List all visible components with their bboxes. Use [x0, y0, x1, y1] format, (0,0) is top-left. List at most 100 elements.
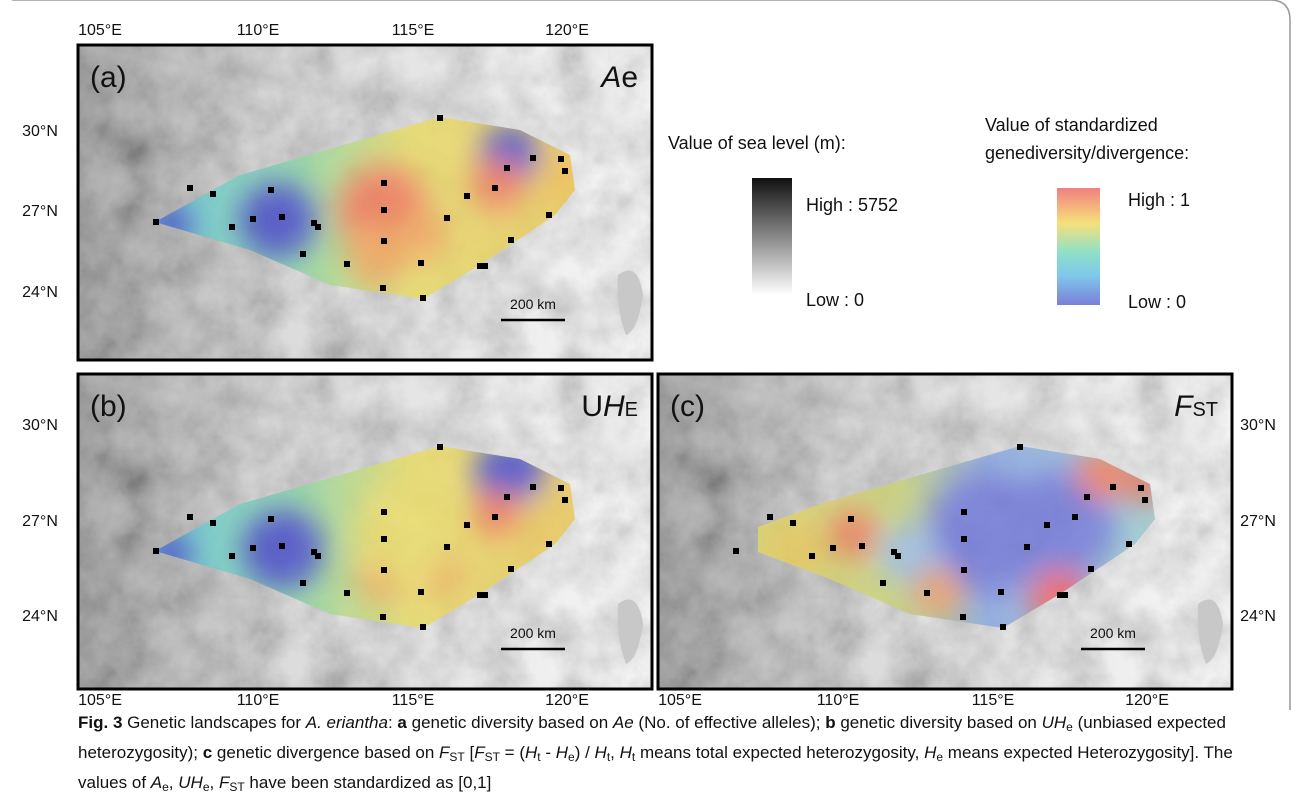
sample-site: [420, 624, 426, 630]
sample-site: [1044, 522, 1050, 528]
diversity-legend-title: Value of standardized: [985, 115, 1158, 135]
sample-site: [210, 191, 216, 197]
sample-site: [344, 590, 350, 596]
diversity-legend-title: genediversity/divergence:: [985, 143, 1189, 163]
caption-run: H: [595, 743, 607, 762]
latitude-label: 30°N: [1240, 417, 1276, 434]
sample-site: [961, 567, 967, 573]
caption-run: a: [397, 713, 406, 732]
map-content: 200 km: [78, 45, 652, 360]
sample-site: [562, 497, 568, 503]
sample-site: [830, 545, 836, 551]
figure-caption: Fig. 3 Genetic landscapes for A. erianth…: [78, 710, 1278, 800]
sample-site: [315, 553, 321, 559]
sample-site: [492, 514, 498, 520]
figure: 200 km (a) Ae 105°E 110°E 115°E 120°E 30°N 27°N 2…: [0, 0, 1295, 710]
caption-run: (No. of effective alleles);: [634, 713, 826, 732]
sample-site: [344, 261, 350, 267]
caption-run: H: [620, 743, 632, 762]
panel-label: (c): [670, 390, 705, 423]
caption-run: c: [203, 743, 212, 762]
sample-site: [961, 536, 967, 542]
sample-site: [562, 168, 568, 174]
panel-variable: Ae: [599, 61, 638, 94]
panel-label: (b): [90, 390, 127, 423]
surface-blob: [398, 210, 448, 260]
sample-site: [530, 155, 536, 161]
latitude-label: 27°N: [22, 513, 58, 530]
longitude-label: 115°E: [392, 692, 435, 709]
sample-site: [492, 185, 498, 191]
sample-site: [187, 185, 193, 191]
sample-site: [444, 544, 450, 550]
sample-site: [924, 590, 930, 596]
caption-run: -: [541, 743, 556, 762]
sample-site: [508, 566, 514, 572]
scale-bar-label: 200 km: [1090, 625, 1136, 641]
sample-site: [790, 520, 796, 526]
sample-site: [381, 536, 387, 542]
sample-site: [477, 592, 483, 598]
longitude-label: 105°E: [78, 22, 122, 39]
sample-site: [1110, 484, 1116, 490]
sample-site: [1142, 497, 1148, 503]
panel-variable-part: A: [599, 61, 621, 94]
sample-site: [300, 251, 306, 257]
caption-run: genetic diversity based on: [407, 713, 613, 732]
sample-site: [279, 214, 285, 220]
elevation-low: Low : 0: [806, 290, 864, 310]
caption-run: UH: [178, 773, 203, 792]
panel-variable-part: H: [603, 390, 625, 423]
caption-run: H: [525, 743, 537, 762]
caption-run: ,: [610, 743, 619, 762]
elevation-colorbar: [752, 178, 792, 295]
surface-blob: [914, 568, 962, 616]
panel-label: (a): [90, 61, 127, 94]
caption-run: :: [388, 713, 397, 732]
sample-site: [437, 115, 443, 121]
sample-site: [381, 238, 387, 244]
sample-site: [1126, 541, 1132, 547]
sample-site: [1057, 592, 1063, 598]
latitude-label: 24°N: [22, 608, 58, 625]
caption-run: ,: [210, 773, 219, 792]
diversity-high: High : 1: [1128, 190, 1190, 210]
sample-site: [153, 219, 159, 225]
sample-site: [418, 260, 424, 266]
panel-variable-part: U: [581, 390, 603, 423]
caption-run: A. eriantha: [306, 713, 388, 732]
caption-run: [: [465, 743, 474, 762]
longitude-label: 115°E: [972, 692, 1015, 709]
sample-site: [250, 545, 256, 551]
sample-site: [229, 553, 235, 559]
longitude-label: 110°E: [817, 692, 860, 709]
sample-site: [848, 516, 854, 522]
sample-site: [315, 224, 321, 230]
sample-site: [895, 553, 901, 559]
sample-site: [1017, 444, 1023, 450]
longitude-label: 120°E: [545, 692, 589, 709]
sample-site: [279, 543, 285, 549]
sample-site: [418, 589, 424, 595]
page: 200 km (a) Ae 105°E 110°E 115°E 120°E 30°N 27°N 2…: [0, 0, 1295, 805]
panel-variable-part: e: [621, 61, 638, 94]
sample-site: [268, 187, 274, 193]
diversity-colorbar: [1057, 188, 1100, 305]
sample-site: [960, 614, 966, 620]
sample-site: [558, 156, 564, 162]
latitude-label: 30°N: [22, 123, 58, 140]
sample-site: [733, 548, 739, 554]
longitude-label: 120°E: [1125, 692, 1169, 709]
sample-site: [1072, 514, 1078, 520]
map-content: 200 km: [658, 374, 1232, 689]
caption-run: e: [1066, 720, 1073, 734]
sample-site: [477, 263, 483, 269]
scale-bar-label: 200 km: [510, 296, 556, 312]
panel-variable-part: ST: [1192, 399, 1218, 421]
caption-run: means total expected heterozygosity,: [635, 743, 924, 762]
map-panel: 200 km(b)UHE105°E110°E115°E120°E30°N27°N…: [22, 374, 652, 709]
map-content: 200 km: [78, 374, 652, 689]
sample-site: [444, 215, 450, 221]
sample-site: [546, 541, 552, 547]
